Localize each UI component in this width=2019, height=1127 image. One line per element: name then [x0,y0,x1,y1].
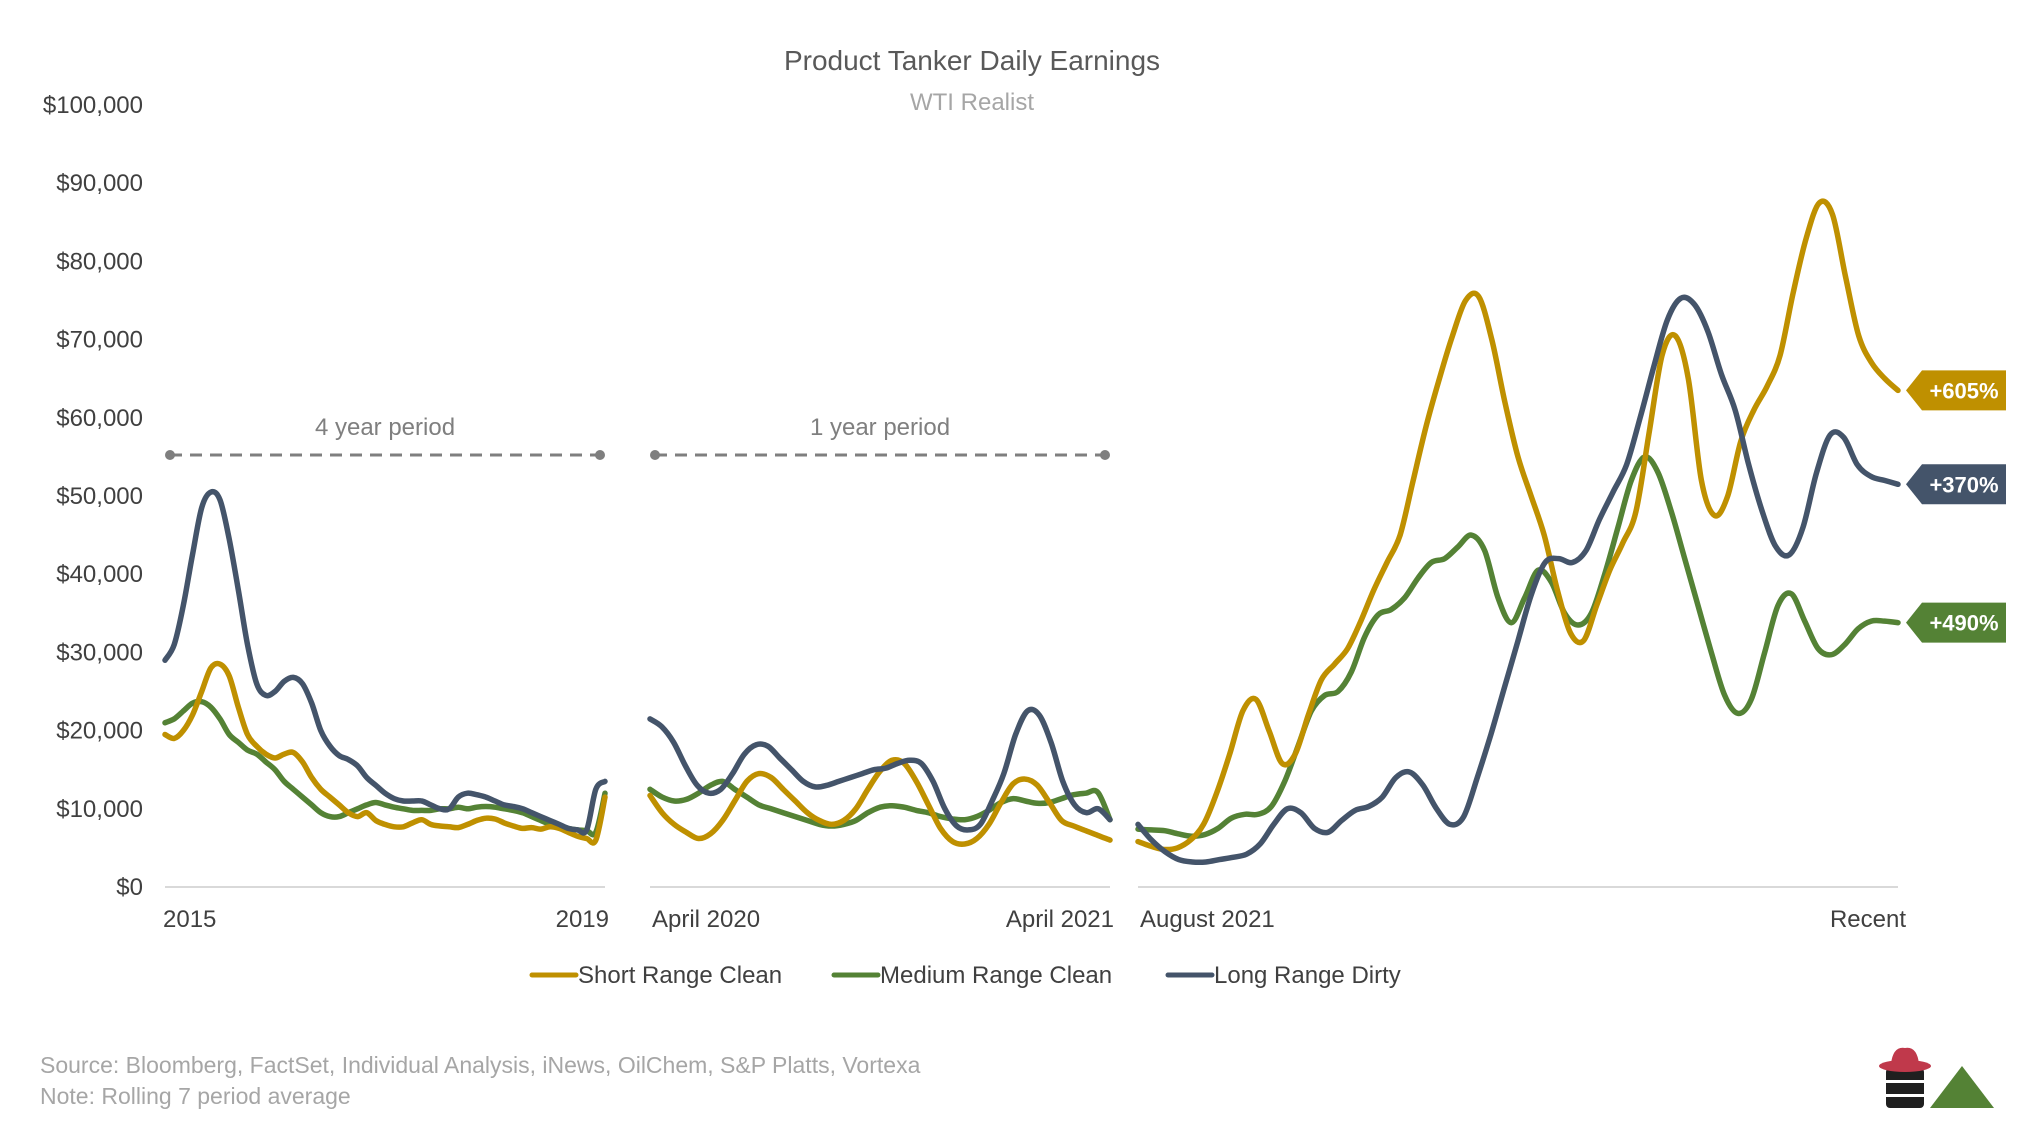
y-tick-label: $40,000 [56,561,143,588]
x-tick-end: April 2021 [1006,906,1114,933]
x-axis: 2015 2019 April 2020 April 2021 August 2021 R… [163,886,1906,933]
chart-subtitle: WTI Realist [910,89,1034,116]
long-range-dirty-line [1135,294,1901,866]
logo-hat-crown [1891,1047,1919,1064]
source-note: Source: Bloomberg, FactSet, Individual A… [40,1052,921,1078]
end-tag-shape [1906,602,2006,643]
series-lines [162,198,1901,866]
legend-label-short-range-clean: Short Range Clean [578,962,782,989]
legend-label-long-range-dirty: Long Range Dirty [1214,962,1401,989]
long-range-dirty-line [647,706,1113,833]
average-note: Note: Rolling 7 period average [40,1083,351,1109]
period-label: 4 year period [315,414,455,441]
x-tick-end: Recent [1830,906,1906,933]
legend: Short Range Clean Medium Range Clean Long … [529,962,1401,989]
medium-range-clean-line [162,698,608,838]
period-end-dot [1100,450,1110,460]
brand-logo [1879,1047,1994,1108]
x-tick-start: 2015 [163,906,216,933]
y-tick-label: $10,000 [56,796,143,823]
x-tick-start: August 2021 [1140,906,1275,933]
logo-triangle [1930,1066,1994,1108]
x-tick-start: April 2020 [652,906,760,933]
period-start-dot [650,450,660,460]
period-markers: 4 year period 1 year period [165,414,1110,460]
y-tick-label: $70,000 [56,327,143,354]
y-tick-label: $0 [116,874,143,901]
end-tag-shape [1906,370,2006,411]
short-range-clean-line [162,660,608,846]
y-tick-label: $30,000 [56,639,143,666]
y-axis: $0 $10,000 $20,000 $30,000 $40,000 $50,000 $60… [43,92,143,901]
logo-barrel [1886,1068,1924,1108]
end-tags: +605% +370% +490% [1906,370,2006,643]
y-tick-label: $20,000 [56,718,143,745]
medium-range-clean-line [1135,454,1901,839]
x-tick-end: 2019 [556,906,609,933]
y-tick-label: $100,000 [43,92,143,119]
long-range-dirty-line [162,488,608,836]
period-start-dot [165,450,175,460]
end-tag-label: +490% [1929,611,1998,636]
chart-title: Product Tanker Daily Earnings [784,45,1160,76]
period-label: 1 year period [810,414,950,441]
y-tick-label: $50,000 [56,483,143,510]
legend-label-medium-range-clean: Medium Range Clean [880,962,1112,989]
y-tick-label: $60,000 [56,405,143,432]
end-tag-shape [1906,464,2006,505]
logo-barrel-band [1884,1094,1926,1097]
y-tick-label: $90,000 [56,170,143,197]
logo-barrel-band [1884,1080,1926,1083]
period-end-dot [595,450,605,460]
end-tag-label: +605% [1929,378,1998,403]
short-range-clean-line [1135,198,1901,853]
end-tag-label: +370% [1929,472,1998,497]
y-tick-label: $80,000 [56,248,143,275]
